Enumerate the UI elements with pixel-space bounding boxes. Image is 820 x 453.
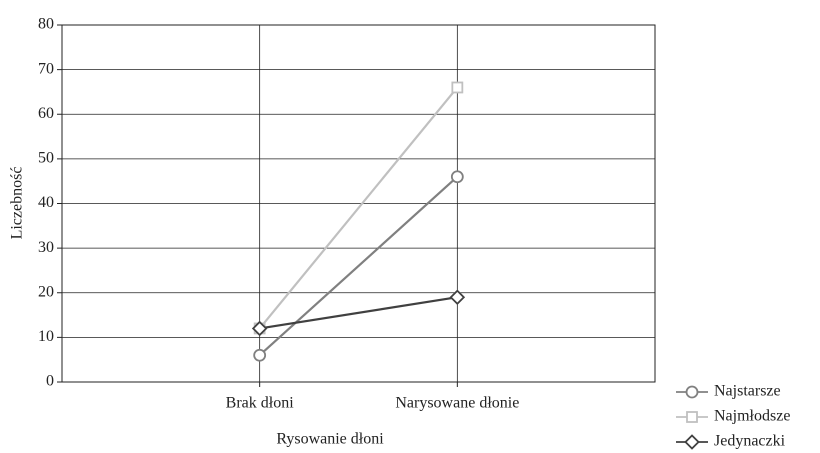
series-line: [259, 296, 458, 330]
data-point: [451, 81, 464, 94]
legend-marker: [686, 411, 698, 423]
y-tick-label: 40: [38, 194, 54, 211]
y-tick-label: 80: [38, 16, 54, 33]
legend-marker: [685, 385, 699, 399]
x-tick-label: Brak dłoni: [226, 395, 295, 412]
series-line: [258, 175, 459, 357]
data-point: [450, 170, 464, 184]
y-tick-label: 70: [38, 60, 54, 77]
y-tick-label: 0: [46, 373, 54, 390]
y-tick-label: 30: [38, 239, 54, 256]
legend-marker: [684, 434, 700, 450]
data-point: [449, 289, 466, 305]
plot-frame: [61, 24, 656, 383]
x-axis-label: Rysowanie dłoni: [276, 431, 384, 448]
legend-label: Najmłodsze: [714, 408, 790, 425]
legend-label: Jedynaczki: [714, 433, 786, 450]
data-point: [251, 320, 268, 337]
y-tick-label: 20: [38, 283, 54, 300]
data-point: [253, 348, 267, 362]
y-tick-label: 60: [38, 105, 54, 122]
series-line: [258, 86, 459, 330]
legend-label: Najstarsze: [714, 383, 781, 400]
x-tick-label: Narysowane dłonie: [395, 395, 519, 412]
y-tick-label: 50: [38, 150, 54, 167]
y-tick-label: 10: [38, 328, 54, 345]
y-axis-label: Liczebność: [9, 167, 26, 240]
